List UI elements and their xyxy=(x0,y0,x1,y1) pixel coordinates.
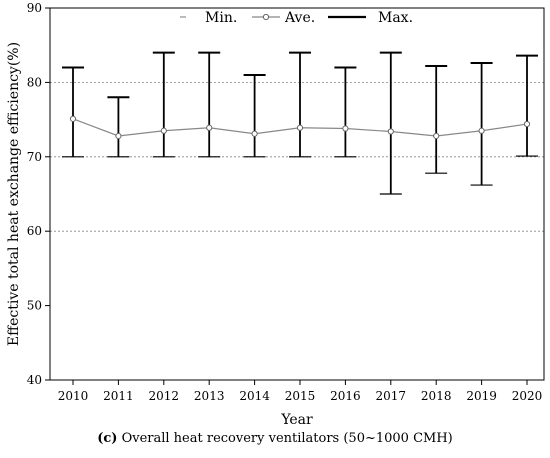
x-tick-label: 2016 xyxy=(330,389,361,403)
y-tick-label: 70 xyxy=(27,150,42,164)
x-tick-label: 2014 xyxy=(239,389,270,403)
axes: 40 50 60 70 80 90 2010 2011 2012 2013 2014 2015 2016… xyxy=(27,1,545,403)
plot-frame xyxy=(49,7,545,381)
average-marker xyxy=(115,132,122,140)
caption-label: (c) xyxy=(97,431,118,446)
x-tick-label: 2020 xyxy=(512,389,543,403)
x-tick-label: 2012 xyxy=(149,389,180,403)
average-marker xyxy=(206,124,213,131)
x-tick-label: 2019 xyxy=(466,389,497,403)
y-tick-label: 50 xyxy=(27,299,42,313)
x-tick-label: 2010 xyxy=(58,389,89,403)
legend: Min. Ave. Max. xyxy=(180,10,413,26)
average-marker xyxy=(296,124,304,131)
y-tick-label: 80 xyxy=(27,75,42,89)
average-marker xyxy=(69,115,77,122)
average-series xyxy=(69,115,531,140)
x-tick-label: 2015 xyxy=(285,389,316,403)
x-tick-label: 2018 xyxy=(421,389,452,403)
y-tick-label: 60 xyxy=(27,224,42,238)
error-bars xyxy=(62,51,538,195)
legend-min-label: Min. xyxy=(205,10,237,26)
figure-caption: (c) Overall heat recovery ventilators (5… xyxy=(0,431,550,446)
legend-ave-marker xyxy=(262,13,270,21)
x-tick-label: 2013 xyxy=(194,389,225,403)
average-marker xyxy=(433,132,440,140)
y-axis-title: Effective total heat exchange efficiency… xyxy=(6,42,22,346)
y-tick-label: 90 xyxy=(27,1,42,15)
average-marker xyxy=(160,127,167,134)
average-marker xyxy=(478,127,485,134)
y-tick-label: 40 xyxy=(27,373,42,387)
average-marker xyxy=(523,120,531,128)
average-marker xyxy=(387,128,394,135)
x-tick-label: 2011 xyxy=(103,389,134,403)
average-marker xyxy=(342,125,349,132)
average-marker xyxy=(251,130,258,137)
caption-text: Overall heat recovery ventilators (50~10… xyxy=(117,431,453,446)
x-axis-title: Year xyxy=(280,412,313,428)
legend-max-label: Max. xyxy=(378,10,413,26)
x-tick-label: 2017 xyxy=(376,389,407,403)
legend-ave-label: Ave. xyxy=(284,10,315,26)
